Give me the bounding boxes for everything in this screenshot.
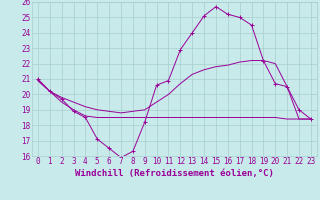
X-axis label: Windchill (Refroidissement éolien,°C): Windchill (Refroidissement éolien,°C) [75,169,274,178]
